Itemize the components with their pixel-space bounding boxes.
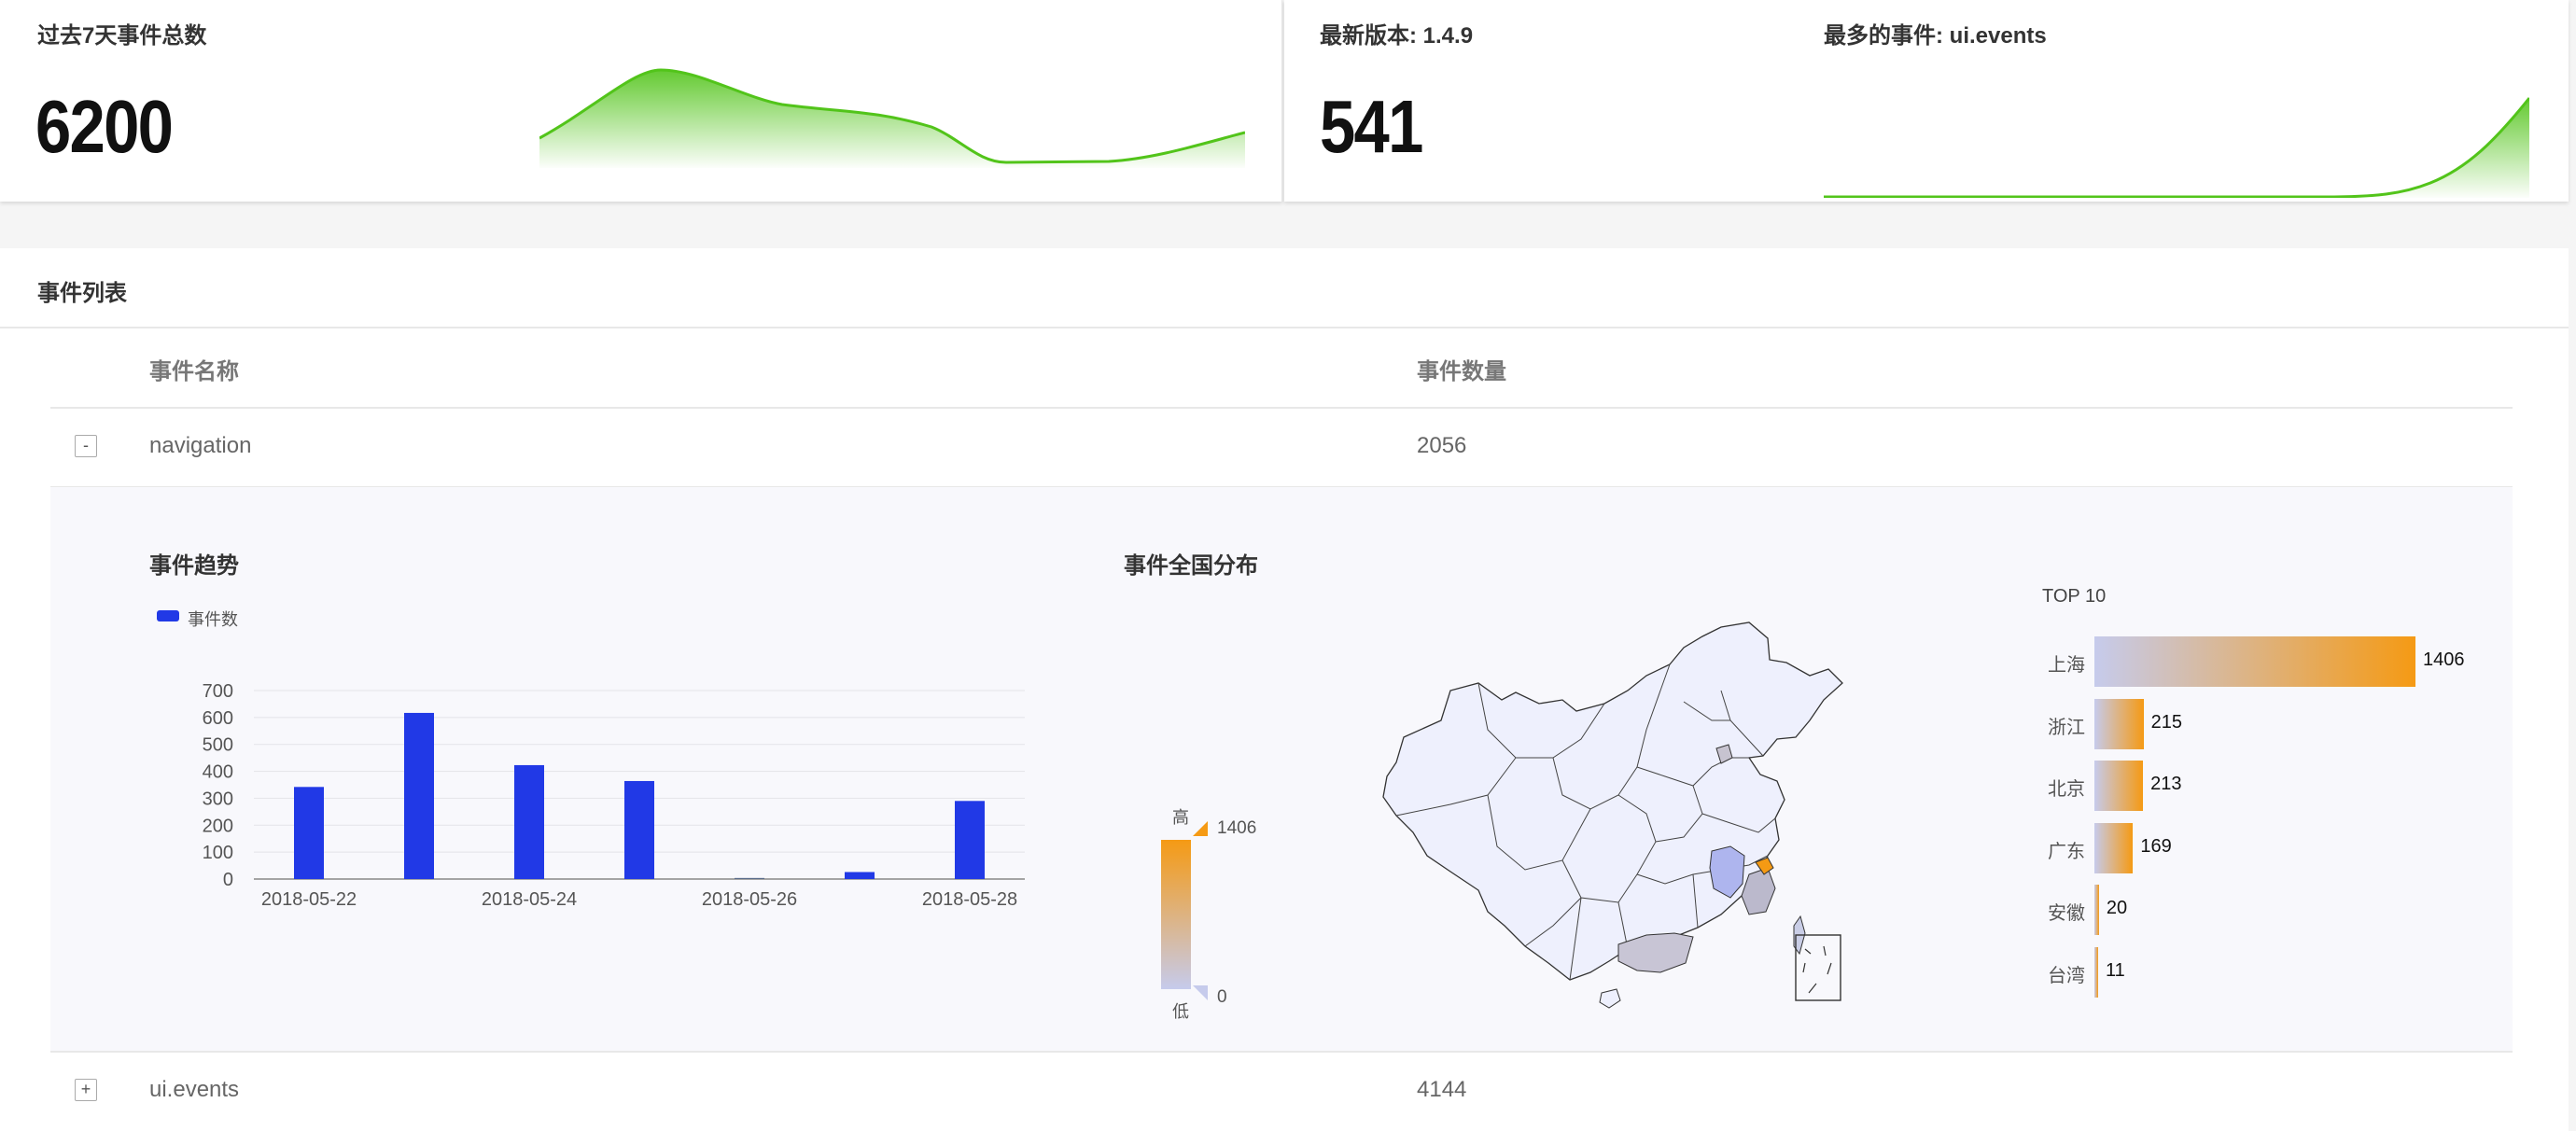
top10-label: 北京 [2048,779,2085,801]
top10-value: 169 [2140,835,2172,857]
col-header-name[interactable]: 事件名称 [149,359,239,384]
y-tick-label: 700 [203,681,233,702]
divider [50,1051,2513,1053]
map-legend-high: 高 [1172,808,1189,827]
y-tick-label: 400 [203,762,233,783]
row-event-name: ui.events [149,1077,240,1102]
x-tick-label: 2018-05-24 [482,889,577,910]
bar-2018-05-22[interactable] [294,787,324,879]
legend-swatch[interactable] [157,610,179,621]
top10-label: 浙江 [2048,717,2085,738]
trend-bar-chart: 0 100 200 300 400 500 600 700 2018-05-22 2018-05… [203,681,1025,910]
top10-label: 上海 [2048,655,2085,676]
collapse-row-button[interactable]: - [75,435,97,457]
top10-bar[interactable] [2094,947,2098,998]
version-value: 541 [1320,85,1423,168]
row-event-count: 4144 [1417,1077,1467,1102]
version-card: 最新版本: 1.4.9 541 最多的事件: ui.events [1284,0,2569,202]
total-events-card: 过去7天事件总数 6200 [0,0,1282,202]
total-events-value: 6200 [35,85,174,168]
col-header-count[interactable]: 事件数量 [1417,359,1506,384]
row-event-count: 2056 [1417,433,1467,458]
event-list-title: 事件列表 [37,281,127,306]
top10-title: TOP 10 [2042,586,2107,607]
top10-value: 213 [2150,774,2182,795]
map-legend-min: 0 [1217,987,1227,1007]
trend-title: 事件趋势 [149,553,239,579]
y-tick-label: 300 [203,789,233,809]
top10-label: 安徽 [2048,903,2085,925]
y-tick-label: 100 [203,843,233,863]
top-event-title: 最多的事件: ui.events [1824,23,2047,49]
expand-row-button[interactable]: + [75,1079,97,1101]
top10-bar[interactable] [2094,636,2415,687]
top10-bar[interactable] [2094,885,2099,936]
row-event-name: navigation [149,433,252,458]
y-tick-label: 200 [203,816,233,836]
top10-label: 广东 [2048,841,2085,862]
legend-label[interactable]: 事件数 [188,610,238,629]
total-events-sparkline [539,68,1245,168]
version-title: 最新版本: 1.4.9 [1320,23,1474,49]
bar-2018-05-23[interactable] [404,712,434,879]
top10-bar[interactable] [2094,822,2134,873]
event-detail-expanded: 事件趋势 事件数 0 100 200 300 400 500 600 700 2018-05-… [50,487,2513,1051]
top10-value: 11 [2106,960,2125,981]
visual-map-bottom-handle[interactable] [1191,984,1210,1002]
x-tick-label: 2018-05-22 [261,889,357,910]
top10-value: 20 [2106,898,2128,919]
x-tick-label: 2018-05-28 [922,889,1017,910]
top10-value: 1406 [2423,649,2465,670]
bar-2018-05-27[interactable] [845,872,875,879]
bar-2018-05-26[interactable] [735,877,764,879]
visual-map-top-handle[interactable] [1191,819,1210,838]
china-map[interactable] [1338,618,1889,1010]
total-events-title: 过去7天事件总数 [37,23,207,49]
y-tick-label: 600 [203,708,233,729]
bar-2018-05-28[interactable] [955,801,985,879]
divider [0,327,2569,328]
y-tick-label: 0 [223,870,233,890]
visual-map-bar[interactable] [1161,840,1191,989]
top10-bar[interactable] [2094,761,2144,812]
bar-2018-05-24[interactable] [514,764,544,879]
y-tick-label: 500 [203,735,233,756]
top-event-sparkline [1824,97,2529,198]
map-legend-max: 1406 [1217,818,1257,838]
top10-value: 215 [2150,711,2182,733]
x-tick-label: 2018-05-26 [702,889,797,910]
map-title: 事件全国分布 [1124,553,1258,579]
top10-bar[interactable] [2094,698,2144,749]
top10-label: 台湾 [2048,966,2085,986]
map-legend-low: 低 [1172,1002,1189,1021]
bar-2018-05-25[interactable] [624,780,654,879]
divider [50,407,2513,409]
